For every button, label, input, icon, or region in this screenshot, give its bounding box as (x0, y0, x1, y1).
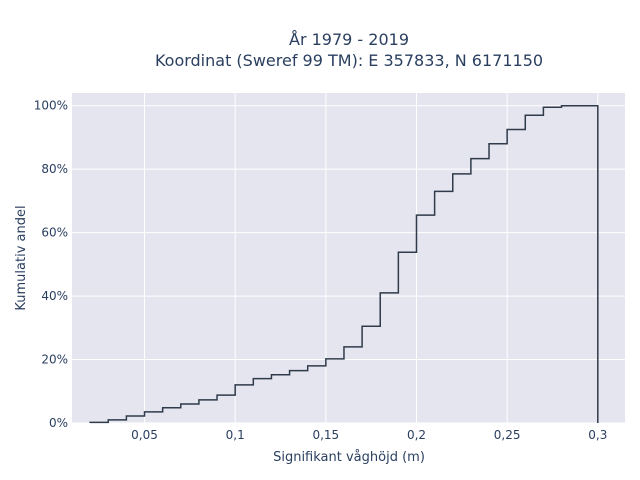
y-tick-label: 60% (41, 226, 68, 240)
y-tick-label: 80% (41, 162, 68, 176)
y-tick-labels: 0% 20% 40% 60% 80% 100% (34, 99, 68, 430)
x-tick-labels: 0,05 0,1 0,15 0,2 0,25 0,3 (131, 428, 607, 442)
x-tick-label: 0,05 (131, 428, 158, 442)
y-tick-label: 100% (34, 99, 68, 113)
plot-area (72, 93, 625, 423)
y-tick-label: 0% (49, 416, 68, 430)
x-tick-label: 0,1 (226, 428, 245, 442)
chart-title-line-1: År 1979 - 2019 (289, 30, 409, 49)
x-axis-title: Signifikant våghöjd (m) (273, 450, 425, 465)
chart-title-line-2: Koordinat (Sweref 99 TM): E 357833, N 61… (155, 51, 543, 70)
x-tick-label: 0,25 (494, 428, 521, 442)
y-axis-title: Kumulativ andel (14, 205, 29, 310)
y-gridlines (72, 105, 625, 424)
y-tick-label: 20% (41, 353, 68, 367)
series-layer (89, 104, 599, 424)
x-tick-label: 0,2 (407, 428, 426, 442)
cumulative-step-line (89, 104, 599, 424)
y-tick-label: 40% (41, 289, 68, 303)
x-tick-label: 0,3 (588, 428, 607, 442)
x-tick-label: 0,15 (312, 428, 339, 442)
